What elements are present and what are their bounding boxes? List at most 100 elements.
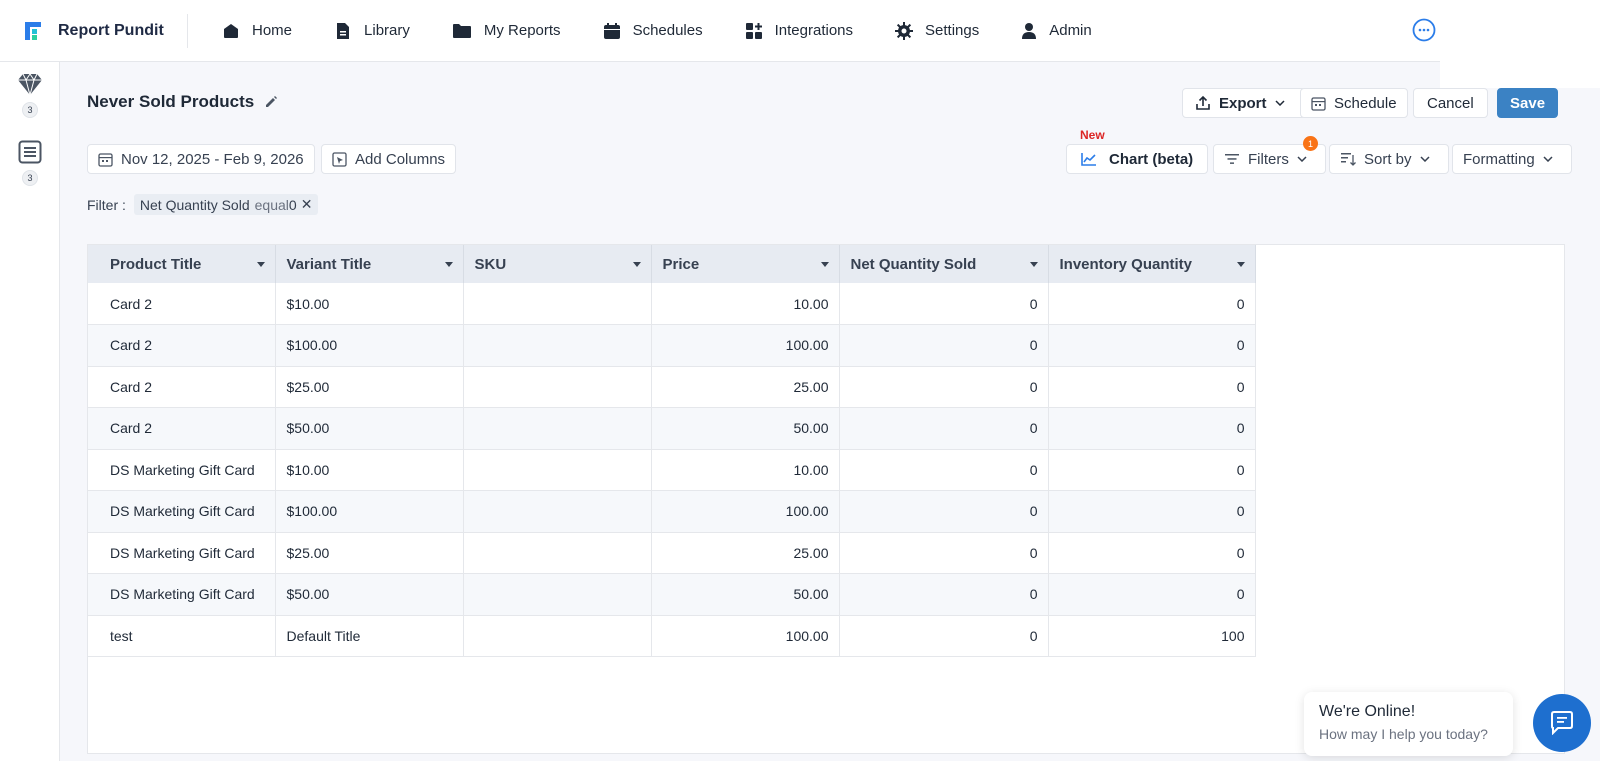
table-cell: 0 bbox=[1048, 573, 1256, 616]
table-cell: DS Marketing Gift Card bbox=[88, 449, 276, 491]
nav-label: Settings bbox=[925, 22, 980, 39]
nav-schedules[interactable]: Schedules bbox=[603, 22, 703, 40]
chat-icon[interactable] bbox=[1410, 16, 1438, 44]
table-row[interactable]: Card 2 $100.00 100.00 0 0 bbox=[88, 324, 1256, 367]
filter-field: Net Quantity Sold bbox=[139, 196, 250, 213]
table-cell: Card 2 bbox=[88, 324, 276, 367]
filter-operator: equal bbox=[254, 196, 289, 213]
table-row[interactable]: Card 2 $10.00 10.00 0 0 bbox=[88, 283, 1256, 325]
table-cell bbox=[463, 366, 652, 408]
table-cell bbox=[463, 449, 652, 491]
report-table: Product Title Variant Title SKU Price Ne… bbox=[88, 245, 1256, 657]
brand[interactable]: Report Pundit bbox=[0, 13, 188, 48]
brand-name: Report Pundit bbox=[58, 21, 164, 39]
table-cell: DS Marketing Gift Card bbox=[88, 532, 276, 574]
formatting-button[interactable]: Formatting bbox=[1452, 144, 1572, 174]
gear-icon bbox=[895, 21, 914, 40]
pencil-icon[interactable] bbox=[264, 95, 278, 109]
table-cell: Card 2 bbox=[88, 283, 276, 325]
table-cell bbox=[463, 615, 652, 657]
close-icon[interactable]: ✕ bbox=[300, 196, 313, 212]
chat-greeting-bubble[interactable]: We're Online! How may I help you today? bbox=[1304, 692, 1513, 756]
user-icon bbox=[1022, 22, 1037, 39]
add-columns-button[interactable]: Add Columns bbox=[321, 144, 457, 174]
sort-by-button[interactable]: Sort by bbox=[1329, 144, 1449, 174]
formatting-label: Formatting bbox=[1463, 150, 1535, 168]
table-cell: 0 bbox=[1048, 532, 1256, 574]
sort-caret-icon[interactable] bbox=[1236, 262, 1245, 267]
table-row[interactable]: DS Marketing Gift Card $25.00 25.00 0 0 bbox=[88, 532, 1256, 574]
table-cell: Default Title bbox=[275, 615, 464, 657]
nav-settings[interactable]: Settings bbox=[895, 21, 980, 40]
nav-label: Home bbox=[252, 22, 293, 39]
left-rail: 3 3 bbox=[0, 62, 60, 761]
brand-logo-icon bbox=[24, 20, 44, 42]
column-header[interactable]: SKU bbox=[463, 245, 652, 283]
schedule-button[interactable]: Schedule bbox=[1300, 88, 1408, 118]
rail-item-diamond[interactable]: 3 bbox=[16, 72, 44, 118]
column-header[interactable]: Variant Title bbox=[275, 245, 464, 283]
rail-count: 3 bbox=[22, 102, 38, 118]
save-button[interactable]: Save bbox=[1497, 88, 1559, 118]
table-cell: $10.00 bbox=[275, 283, 464, 325]
table-row[interactable]: Card 2 $25.00 25.00 0 0 bbox=[88, 366, 1256, 408]
table-cell: 25.00 bbox=[651, 366, 840, 408]
chat-title: We're Online! bbox=[1319, 703, 1416, 720]
table-row[interactable]: DS Marketing Gift Card $10.00 10.00 0 0 bbox=[88, 449, 1256, 491]
chart-button[interactable]: Chart (beta) bbox=[1066, 144, 1209, 174]
table-cell bbox=[463, 532, 652, 574]
rail-count: 3 bbox=[22, 170, 38, 186]
date-range-label: Nov 12, 2025 - Feb 9, 2026 bbox=[121, 150, 304, 168]
table-cell: 0 bbox=[839, 449, 1049, 491]
rail-item-list[interactable]: 3 bbox=[16, 140, 44, 186]
integrations-icon bbox=[745, 22, 762, 39]
table-row[interactable]: test Default Title 100.00 0 100 bbox=[88, 615, 1256, 657]
column-header[interactable]: Inventory Quantity bbox=[1048, 245, 1256, 283]
sort-caret-icon[interactable] bbox=[820, 262, 829, 267]
calendar-icon bbox=[1311, 96, 1326, 111]
sort-caret-icon[interactable] bbox=[1029, 262, 1038, 267]
new-tag: New bbox=[1080, 128, 1105, 142]
column-header[interactable]: Price bbox=[651, 245, 840, 283]
column-header[interactable]: Net Quantity Sold bbox=[839, 245, 1049, 283]
nav-integrations[interactable]: Integrations bbox=[745, 22, 853, 40]
save-label: Save bbox=[1510, 94, 1546, 112]
table-cell: 0 bbox=[839, 283, 1049, 325]
sort-caret-icon[interactable] bbox=[444, 262, 453, 267]
table-cell bbox=[463, 283, 652, 325]
overlay-panel bbox=[1440, 0, 1600, 88]
table-cell: test bbox=[88, 615, 276, 657]
table-cell: 10.00 bbox=[651, 283, 840, 325]
filters-count-badge: 1 bbox=[1303, 136, 1318, 151]
home-icon bbox=[224, 23, 238, 38]
column-header[interactable]: Product Title bbox=[88, 245, 276, 283]
nav-admin[interactable]: Admin bbox=[1021, 22, 1092, 40]
nav-home[interactable]: Home bbox=[222, 22, 292, 40]
table-cell: 0 bbox=[839, 407, 1049, 450]
table-row[interactable]: DS Marketing Gift Card $50.00 50.00 0 0 bbox=[88, 573, 1256, 616]
table-cell: 50.00 bbox=[651, 573, 840, 616]
cancel-button[interactable]: Cancel bbox=[1413, 88, 1488, 118]
table-cell bbox=[463, 324, 652, 367]
table-cell: 50.00 bbox=[651, 407, 840, 450]
chat-launcher-button[interactable] bbox=[1533, 694, 1591, 752]
filter-chip[interactable]: Net Quantity Sold equal 0 ✕ bbox=[133, 194, 319, 215]
add-column-icon bbox=[332, 151, 347, 167]
export-label: Export bbox=[1219, 94, 1267, 112]
page-title: Never Sold Products bbox=[87, 92, 255, 111]
filters-button[interactable]: Filters bbox=[1213, 144, 1326, 174]
table-cell: Card 2 bbox=[88, 366, 276, 408]
date-range-button[interactable]: Nov 12, 2025 - Feb 9, 2026 bbox=[87, 144, 315, 174]
export-button[interactable]: Export bbox=[1182, 88, 1306, 118]
table-cell: 0 bbox=[1048, 366, 1256, 408]
sort-caret-icon[interactable] bbox=[632, 262, 641, 267]
table-cell: $25.00 bbox=[275, 366, 464, 408]
sort-caret-icon[interactable] bbox=[256, 262, 265, 267]
cancel-label: Cancel bbox=[1427, 94, 1474, 112]
table-cell: 0 bbox=[839, 366, 1049, 408]
table-row[interactable]: Card 2 $50.00 50.00 0 0 bbox=[88, 407, 1256, 450]
nav-library[interactable]: Library bbox=[334, 22, 410, 40]
table-row[interactable]: DS Marketing Gift Card $100.00 100.00 0 … bbox=[88, 490, 1256, 533]
table-cell: 0 bbox=[1048, 407, 1256, 450]
nav-my-reports[interactable]: My Reports bbox=[452, 22, 561, 40]
